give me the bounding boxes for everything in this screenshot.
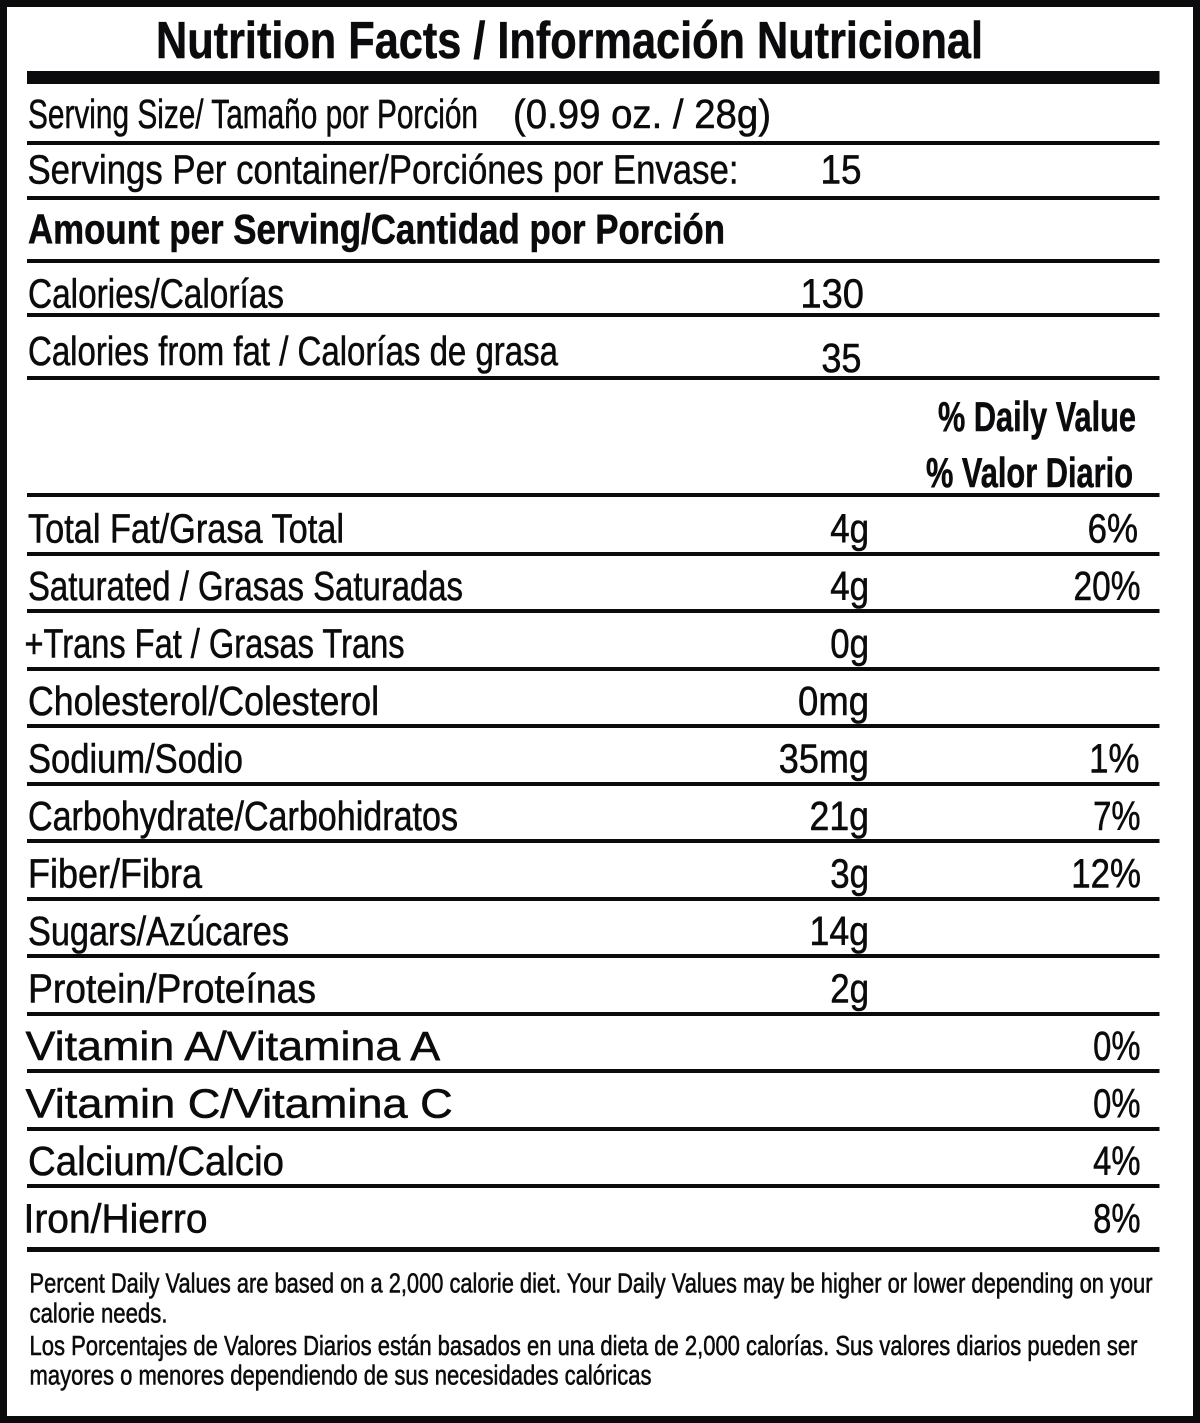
svg-text:Carbohydrate/Carbohidratos: Carbohydrate/Carbohidratos [28, 793, 458, 839]
svg-text:Servings Per container/Porción: Servings Per container/Porciónes por Env… [28, 147, 739, 193]
svg-text:3g: 3g [830, 852, 869, 897]
svg-text:0%: 0% [1093, 1022, 1140, 1068]
svg-text:Cholesterol/Colesterol: Cholesterol/Colesterol [28, 678, 379, 724]
svg-text:21g: 21g [810, 794, 869, 840]
svg-text:8%: 8% [1093, 1195, 1140, 1241]
svg-text:Percent Daily Values are based: Percent Daily Values are based on a 2,00… [30, 1268, 1153, 1299]
svg-text:Sugars/Azúcares: Sugars/Azúcares [28, 908, 289, 954]
svg-text:14g: 14g [810, 909, 869, 955]
svg-text:0%: 0% [1093, 1080, 1140, 1126]
svg-text:(0.99 oz. / 28g): (0.99 oz. / 28g) [513, 91, 771, 137]
svg-text:Protein/Proteínas: Protein/Proteínas [28, 966, 316, 1012]
svg-text:35mg: 35mg [779, 736, 869, 782]
svg-text:0g: 0g [830, 622, 869, 667]
svg-text:35: 35 [821, 336, 861, 382]
svg-text:Total Fat/Grasa Total: Total Fat/Grasa Total [28, 506, 344, 552]
svg-text:4g: 4g [830, 507, 869, 552]
svg-text:% Valor Diario: % Valor Diario [926, 449, 1133, 496]
svg-text:calorie needs.: calorie needs. [30, 1298, 168, 1329]
svg-text:Vitamin A/Vitamina A: Vitamin A/Vitamina A [26, 1024, 441, 1070]
svg-text:Calcium/Calcio: Calcium/Calcio [28, 1138, 284, 1184]
svg-text:Sodium/Sodio: Sodium/Sodio [28, 736, 243, 782]
svg-text:Los Porcentajes de Valores Dia: Los Porcentajes de Valores Diarios están… [30, 1330, 1138, 1361]
svg-text:Fiber/Fibra: Fiber/Fibra [28, 851, 202, 897]
svg-text:0mg: 0mg [798, 679, 869, 724]
svg-text:Nutrition Facts / Información: Nutrition Facts / Información Nutriciona… [156, 11, 983, 69]
svg-text:130: 130 [800, 271, 864, 317]
svg-text:Saturated / Grasas Saturadas: Saturated / Grasas Saturadas [28, 563, 463, 609]
svg-text:Serving Size/ Tamaño por Porci: Serving Size/ Tamaño por Porción [28, 91, 478, 137]
svg-text:+Trans Fat / Grasas Trans: +Trans Fat / Grasas Trans [25, 621, 405, 667]
svg-text:15: 15 [820, 148, 861, 193]
svg-text:Calories/Calorías: Calories/Calorías [28, 271, 284, 317]
svg-text:4g: 4g [830, 564, 869, 609]
svg-text:Vitamin C/Vitamina C: Vitamin C/Vitamina C [26, 1081, 453, 1127]
svg-text:Calories from fat / Calorías d: Calories from fat / Calorías de grasa [28, 328, 558, 374]
svg-text:% Daily Value: % Daily Value [938, 393, 1136, 440]
svg-text:1%: 1% [1089, 737, 1139, 782]
svg-text:4%: 4% [1093, 1137, 1140, 1183]
svg-text:mayores o menores dependiendo: mayores o menores dependiendo de sus nec… [30, 1360, 652, 1391]
svg-text:6%: 6% [1088, 507, 1138, 552]
svg-text:2g: 2g [830, 967, 869, 1012]
svg-text:7%: 7% [1093, 792, 1140, 838]
svg-text:Iron/Hierro: Iron/Hierro [24, 1196, 208, 1242]
svg-text:12%: 12% [1071, 852, 1141, 897]
svg-text:20%: 20% [1073, 563, 1140, 609]
svg-text:Amount per Serving/Cantidad po: Amount per Serving/Cantidad por Porción [28, 206, 725, 253]
